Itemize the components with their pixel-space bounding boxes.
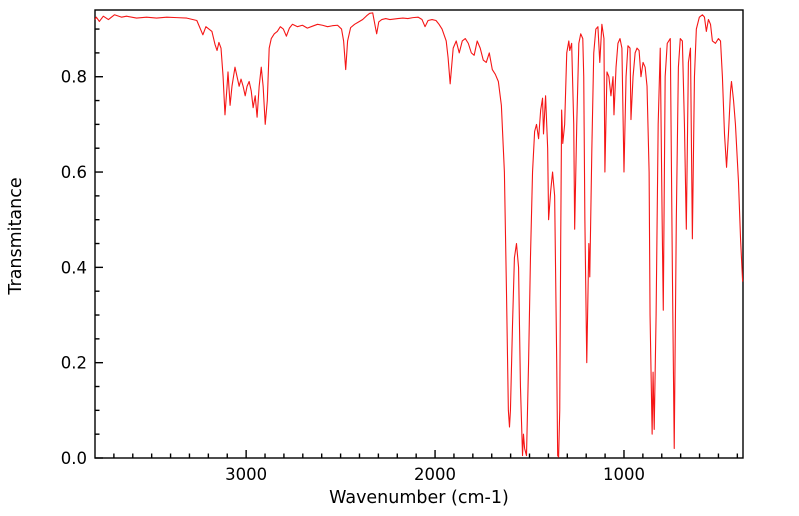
plot-generated-content: 3000 2000 1000 0.0 0.2 0.4 0.6 0.8 xyxy=(61,9,744,484)
x-tick-label: 3000 xyxy=(225,465,267,484)
spectrum-line xyxy=(94,12,744,458)
y-tick-label: 0.8 xyxy=(61,68,87,87)
y-axis-label: Transmitance xyxy=(6,177,26,295)
y-tick-label: 0.0 xyxy=(61,449,87,468)
plot-frame xyxy=(94,9,744,459)
x-axis-label: Wavenumber (cm-1) xyxy=(329,488,509,508)
y-tick-label: 0.2 xyxy=(61,354,87,373)
y-tick-label: 0.6 xyxy=(61,163,87,182)
x-tick-label: 1000 xyxy=(603,465,645,484)
x-tick-label: 2000 xyxy=(414,465,456,484)
y-tick-label: 0.4 xyxy=(61,258,87,277)
